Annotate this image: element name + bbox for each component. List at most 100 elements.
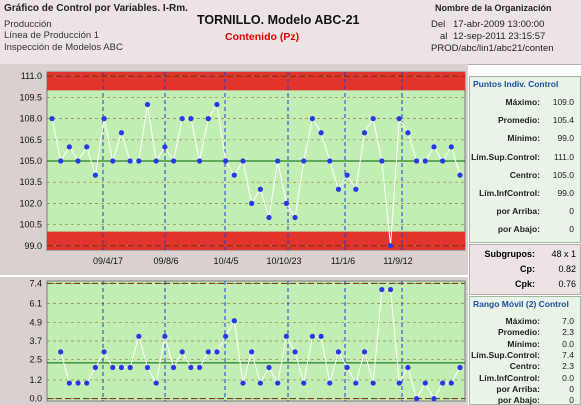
data-point (448, 144, 454, 150)
individual-stats-title: Puntos Indiv. Control (473, 79, 559, 89)
data-point (231, 318, 237, 324)
data-point (75, 380, 81, 386)
individual-stat-label: Centro: (509, 169, 540, 180)
data-point (431, 396, 437, 402)
data-point (396, 116, 402, 122)
summary-stat-label: Subgrupos: (484, 249, 536, 259)
x-tick-label: 10/10/23 (266, 256, 301, 266)
data-point (223, 158, 229, 164)
data-point (327, 380, 333, 386)
summary-stat-label: Cp: (520, 264, 535, 274)
individual-stats-panel: Puntos Indiv. Control Máximo: 109.0 Promed… (469, 76, 581, 243)
data-point (153, 380, 159, 386)
data-point (266, 364, 272, 371)
data-point (214, 101, 220, 108)
data-point (127, 364, 133, 371)
data-point (136, 158, 142, 164)
data-point (66, 144, 72, 150)
data-point (58, 158, 64, 164)
organization-name: Nombre de la Organización (435, 3, 552, 13)
data-point (257, 186, 263, 192)
data-point (422, 380, 428, 386)
to-label: al (440, 31, 448, 42)
y-tick-label: 109.5 (19, 92, 42, 102)
y-tick-label: 100.5 (19, 220, 42, 230)
area-label: Producción (4, 19, 52, 30)
data-point (144, 364, 151, 371)
range-stat-label: Mínimo: (507, 338, 540, 349)
data-point (240, 380, 246, 386)
data-point (179, 349, 185, 355)
data-point (249, 349, 255, 355)
y-tick-label: 106.5 (19, 135, 42, 145)
from-label: Del (431, 19, 446, 30)
y-tick-label: 2.5 (29, 355, 42, 365)
summary-stat-label: Cpk: (515, 279, 535, 289)
data-point (292, 349, 298, 355)
individual-stat-value: 105.4 (552, 115, 574, 126)
data-point (318, 333, 324, 339)
individual-stat-value: 0 (569, 206, 574, 217)
data-point (405, 130, 411, 136)
data-point (327, 158, 333, 164)
y-tick-label: 0.0 (29, 394, 42, 404)
data-point (118, 130, 125, 136)
data-point (266, 214, 272, 221)
data-point (361, 349, 368, 355)
chart-title: Gráfico de Control por Variables. I-Rm. (4, 3, 188, 14)
range-stat-label: Lím.Sup.Control: (471, 349, 540, 360)
data-point (413, 158, 420, 164)
range-stat-value: 0.0 (562, 338, 574, 349)
data-point (379, 158, 385, 164)
data-point (205, 116, 211, 122)
individual-stat-label: por Arriba: (496, 206, 540, 217)
y-tick-label: 103.5 (19, 177, 42, 187)
data-point (413, 396, 420, 402)
data-point (275, 158, 281, 164)
data-point (58, 349, 64, 355)
individual-stat-label: Promedio: (497, 115, 540, 126)
data-point (361, 130, 368, 136)
data-point (188, 116, 194, 122)
range-stats-title: Rango Móvil (2) Control (473, 299, 569, 309)
data-point (188, 364, 194, 371)
data-point (110, 158, 116, 164)
data-point (275, 380, 281, 386)
data-point (440, 158, 446, 164)
x-tick-label: 10/4/5 (213, 256, 238, 266)
individual-stat-value: 0 (569, 224, 574, 235)
individual-chart[interactable]: 111.0 109.5 108.0 106.5 105.0 103.5 102.0 100.5… (0, 64, 468, 275)
moving-range-chart[interactable]: 7.4 6.1 4.9 3.7 2.5 1.2 0.0 (0, 277, 468, 405)
data-point (387, 243, 394, 249)
data-point (440, 380, 446, 386)
data-point (144, 101, 151, 108)
data-point (127, 158, 133, 164)
data-point (283, 200, 289, 206)
data-point (84, 380, 90, 386)
y-tick-label: 1.2 (29, 375, 42, 385)
individual-stat-value: 105.0 (552, 169, 574, 180)
data-point (309, 333, 316, 339)
data-point (422, 158, 428, 164)
header: Gráfico de Control por Variables. I-Rm. … (0, 0, 581, 65)
data-point (118, 364, 125, 371)
range-stat-label: Promedio: (497, 327, 540, 338)
data-point (457, 172, 463, 178)
data-point (353, 380, 359, 386)
data-point (240, 158, 246, 164)
data-point (162, 144, 168, 150)
data-point (405, 364, 411, 371)
x-tick-label: 11/1/6 (331, 256, 355, 266)
line-label: Línea de Producción 1 (4, 30, 100, 41)
data-point (379, 286, 385, 293)
range-stats-panel: Rango Móvil (2) Control Máximo: 7.0 Promed… (469, 296, 581, 405)
data-path: PROD/abc/lin1/abc21/conten (431, 43, 554, 54)
data-point (283, 333, 289, 339)
inspection-label: Inspección de Modelos ABC (4, 42, 123, 53)
from-date: 17-abr-2009 13:00:00 (453, 19, 545, 30)
y-tick-label: 6.1 (29, 299, 42, 309)
data-point (179, 116, 185, 122)
y-tick-label: 105.0 (19, 156, 42, 166)
data-point (136, 333, 142, 339)
data-point (170, 158, 177, 164)
